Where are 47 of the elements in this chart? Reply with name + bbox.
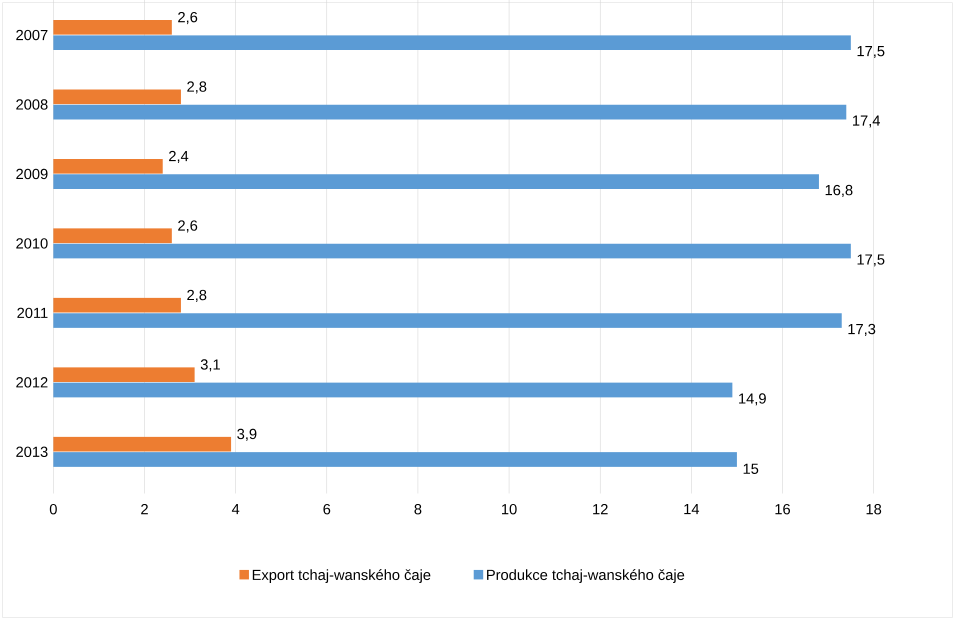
y-tick-label: 2011 — [17, 308, 48, 318]
x-tick-label: 14 — [684, 504, 700, 514]
bar — [53, 367, 195, 382]
bar — [53, 158, 163, 174]
data-label: 2,6 — [178, 220, 198, 232]
x-tick-label: 0 — [50, 504, 57, 514]
data-label: 2,8 — [187, 290, 206, 302]
bar — [53, 313, 842, 328]
x-tick-label: 16 — [775, 504, 790, 514]
x-tick-label: 18 — [866, 504, 882, 514]
data-label: 2,4 — [169, 150, 188, 163]
bar — [53, 452, 737, 467]
y-tick-label: 2010 — [16, 238, 48, 249]
bar — [53, 298, 181, 312]
data-label: 2,6 — [178, 12, 198, 24]
bar — [53, 35, 851, 50]
x-tick-label: 10 — [502, 504, 517, 514]
data-label: 14,9 — [739, 393, 766, 406]
data-label: 3,9 — [237, 428, 256, 441]
y-tick-label: 2007 — [16, 30, 48, 40]
bar — [53, 244, 851, 258]
x-tick-label: 4 — [232, 504, 240, 514]
bar — [53, 228, 172, 243]
x-tick-label: 6 — [323, 504, 330, 514]
data-label: 3,1 — [200, 359, 220, 372]
x-tick-label: 8 — [414, 504, 422, 514]
bar — [53, 20, 172, 35]
legend-label: Export tchaj-wanského čaje — [252, 569, 430, 583]
bar — [53, 89, 181, 104]
legend-label: Produkce tchaj-wanského čaje — [487, 569, 684, 583]
data-label: 17,5 — [858, 254, 884, 266]
data-label: 2,8 — [187, 81, 206, 94]
y-tick-label: 2013 — [16, 446, 48, 457]
y-tick-label: 2012 — [16, 377, 48, 388]
data-label: 17,3 — [848, 324, 876, 336]
y-tick-label: 2009 — [16, 168, 48, 180]
bar — [53, 104, 846, 120]
data-label: 16,8 — [826, 184, 852, 197]
data-label: 17,4 — [853, 115, 880, 128]
y-tick-label: 2008 — [16, 99, 48, 110]
x-tick-label: 2 — [141, 504, 148, 514]
x-tick-label: 12 — [593, 504, 608, 514]
bar — [53, 174, 819, 189]
data-label: 15 — [744, 464, 758, 474]
bar — [53, 382, 732, 398]
bar — [53, 436, 232, 452]
data-label: 17,5 — [858, 46, 884, 58]
